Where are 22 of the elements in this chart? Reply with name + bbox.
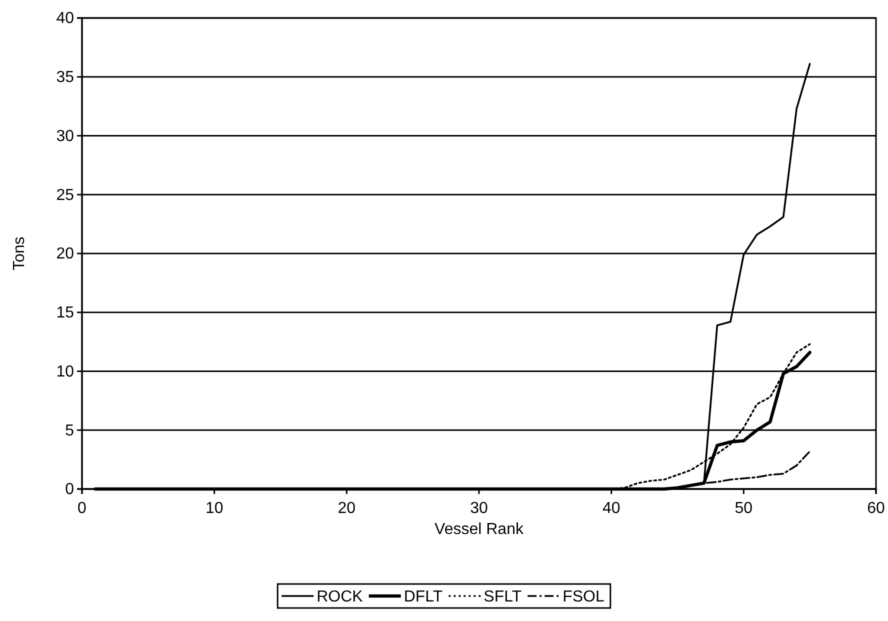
legend-label: DFLT bbox=[404, 588, 443, 606]
x-tick-label: 10 bbox=[205, 500, 224, 517]
legend-label: ROCK bbox=[316, 588, 364, 606]
y-tick-label: 5 bbox=[65, 422, 74, 440]
x-tick-label: 30 bbox=[470, 500, 488, 517]
x-tick-label: 40 bbox=[602, 500, 620, 517]
legend-label: SFLT bbox=[484, 588, 522, 606]
y-tick-label: 35 bbox=[56, 68, 74, 86]
y-tick-label: 40 bbox=[56, 10, 74, 28]
y-tick-label: 30 bbox=[56, 128, 74, 145]
y-axis-title: Tons bbox=[11, 236, 28, 270]
x-tick-label: 20 bbox=[338, 500, 356, 517]
x-axis-title: Vessel Rank bbox=[434, 521, 524, 538]
legend-label: FSOL bbox=[562, 588, 604, 606]
x-tick-label: 0 bbox=[78, 500, 87, 517]
y-tick-label: 0 bbox=[65, 481, 74, 498]
x-tick-label: 50 bbox=[734, 500, 753, 517]
x-tick-label: 60 bbox=[867, 500, 885, 517]
y-tick-label: 20 bbox=[56, 246, 74, 263]
y-tick-label: 25 bbox=[56, 186, 74, 204]
y-tick-label: 10 bbox=[56, 363, 74, 380]
y-tick-label: 15 bbox=[56, 304, 74, 322]
